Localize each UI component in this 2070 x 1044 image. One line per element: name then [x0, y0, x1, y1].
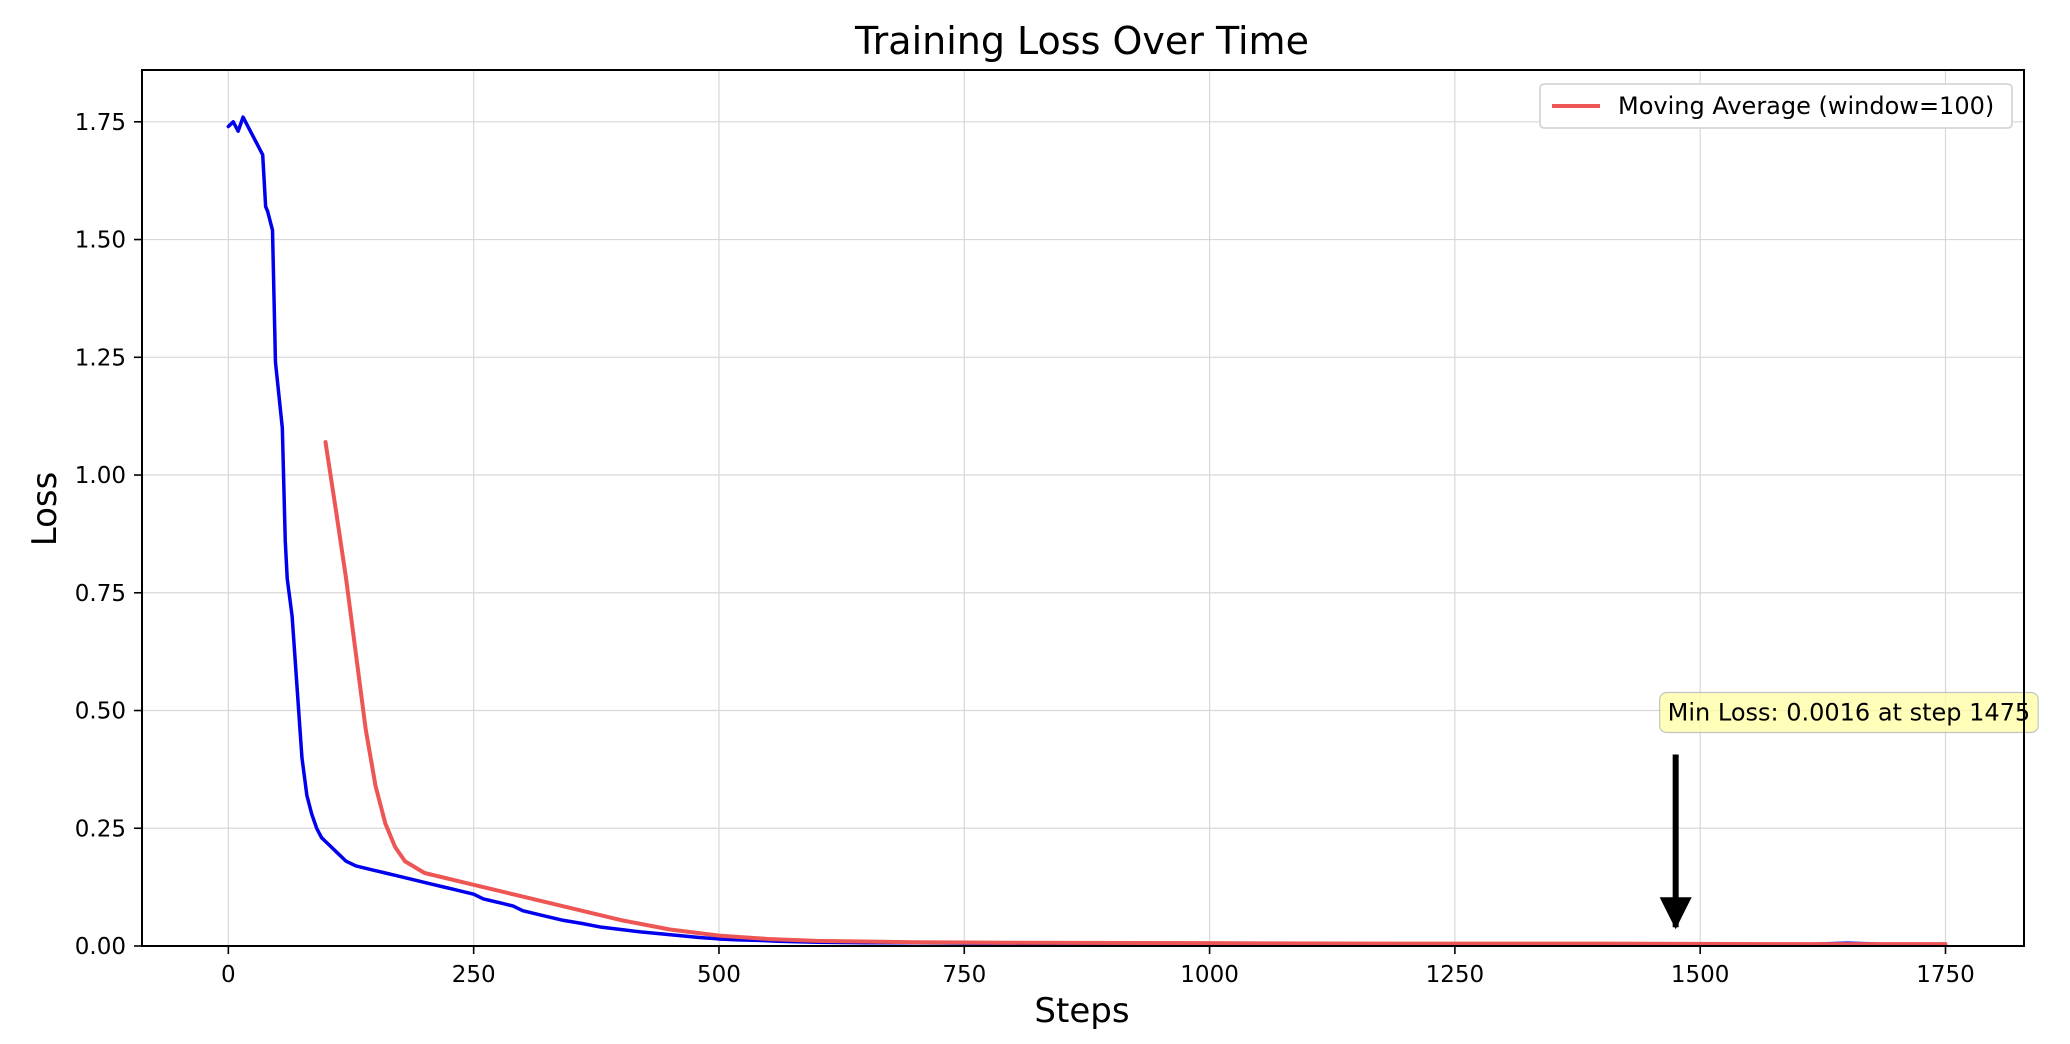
series-layer: [226, 115, 1948, 947]
y-axis-label: Loss: [25, 472, 65, 547]
annotation-layer: Min Loss: 0.0016 at step 1475: [1659, 691, 2039, 930]
y-tick-label-1.50: 1.50: [75, 228, 126, 254]
y-tick-label-0.75: 0.75: [75, 581, 126, 607]
annotation-arrow-head-0: [1659, 897, 1692, 930]
annotation-box-0: [1659, 691, 2039, 734]
grid-layer: [142, 70, 2024, 947]
y-tick-label-1.25: 1.25: [75, 345, 126, 371]
legend-layer: Moving Average (window=100): [1539, 83, 2013, 129]
loss-series-line: [226, 115, 1948, 947]
moving_average-series-line: [323, 440, 1948, 947]
x-axis-label: Steps: [1034, 991, 1129, 1031]
y-tick-label-0.00: 0.00: [75, 934, 126, 960]
x-tick-label-1500: 1500: [1671, 962, 1730, 988]
x-tick-label-1000: 1000: [1180, 962, 1239, 988]
x-tick-label-500: 500: [697, 962, 741, 988]
y-tick-label-1.00: 1.00: [75, 463, 126, 489]
x-tick-label-250: 250: [452, 962, 496, 988]
legend-label-moving_average: Moving Average (window=100): [1618, 92, 1994, 120]
x-tick-label-0: 0: [221, 962, 236, 988]
x-tick-label-1750: 1750: [1916, 962, 1975, 988]
axes-layer: 0 250 500 750 1000 1250 1500 1750 0.00 0.25 0.50 0.…: [75, 69, 2025, 988]
x-tick-label-750: 750: [942, 962, 986, 988]
y-tick-label-1.75: 1.75: [75, 110, 126, 136]
legend-box: [1539, 83, 2013, 129]
y-tick-label-0.25: 0.25: [75, 816, 126, 842]
chart-title: Training Loss Over Time: [854, 19, 1309, 63]
y-tick-label-0.50: 0.50: [75, 699, 126, 725]
annotation-text-0: Min Loss: 0.0016 at step 1475: [1668, 699, 2031, 727]
plot-frame: [141, 69, 2025, 947]
x-tick-label-1250: 1250: [1426, 962, 1485, 988]
